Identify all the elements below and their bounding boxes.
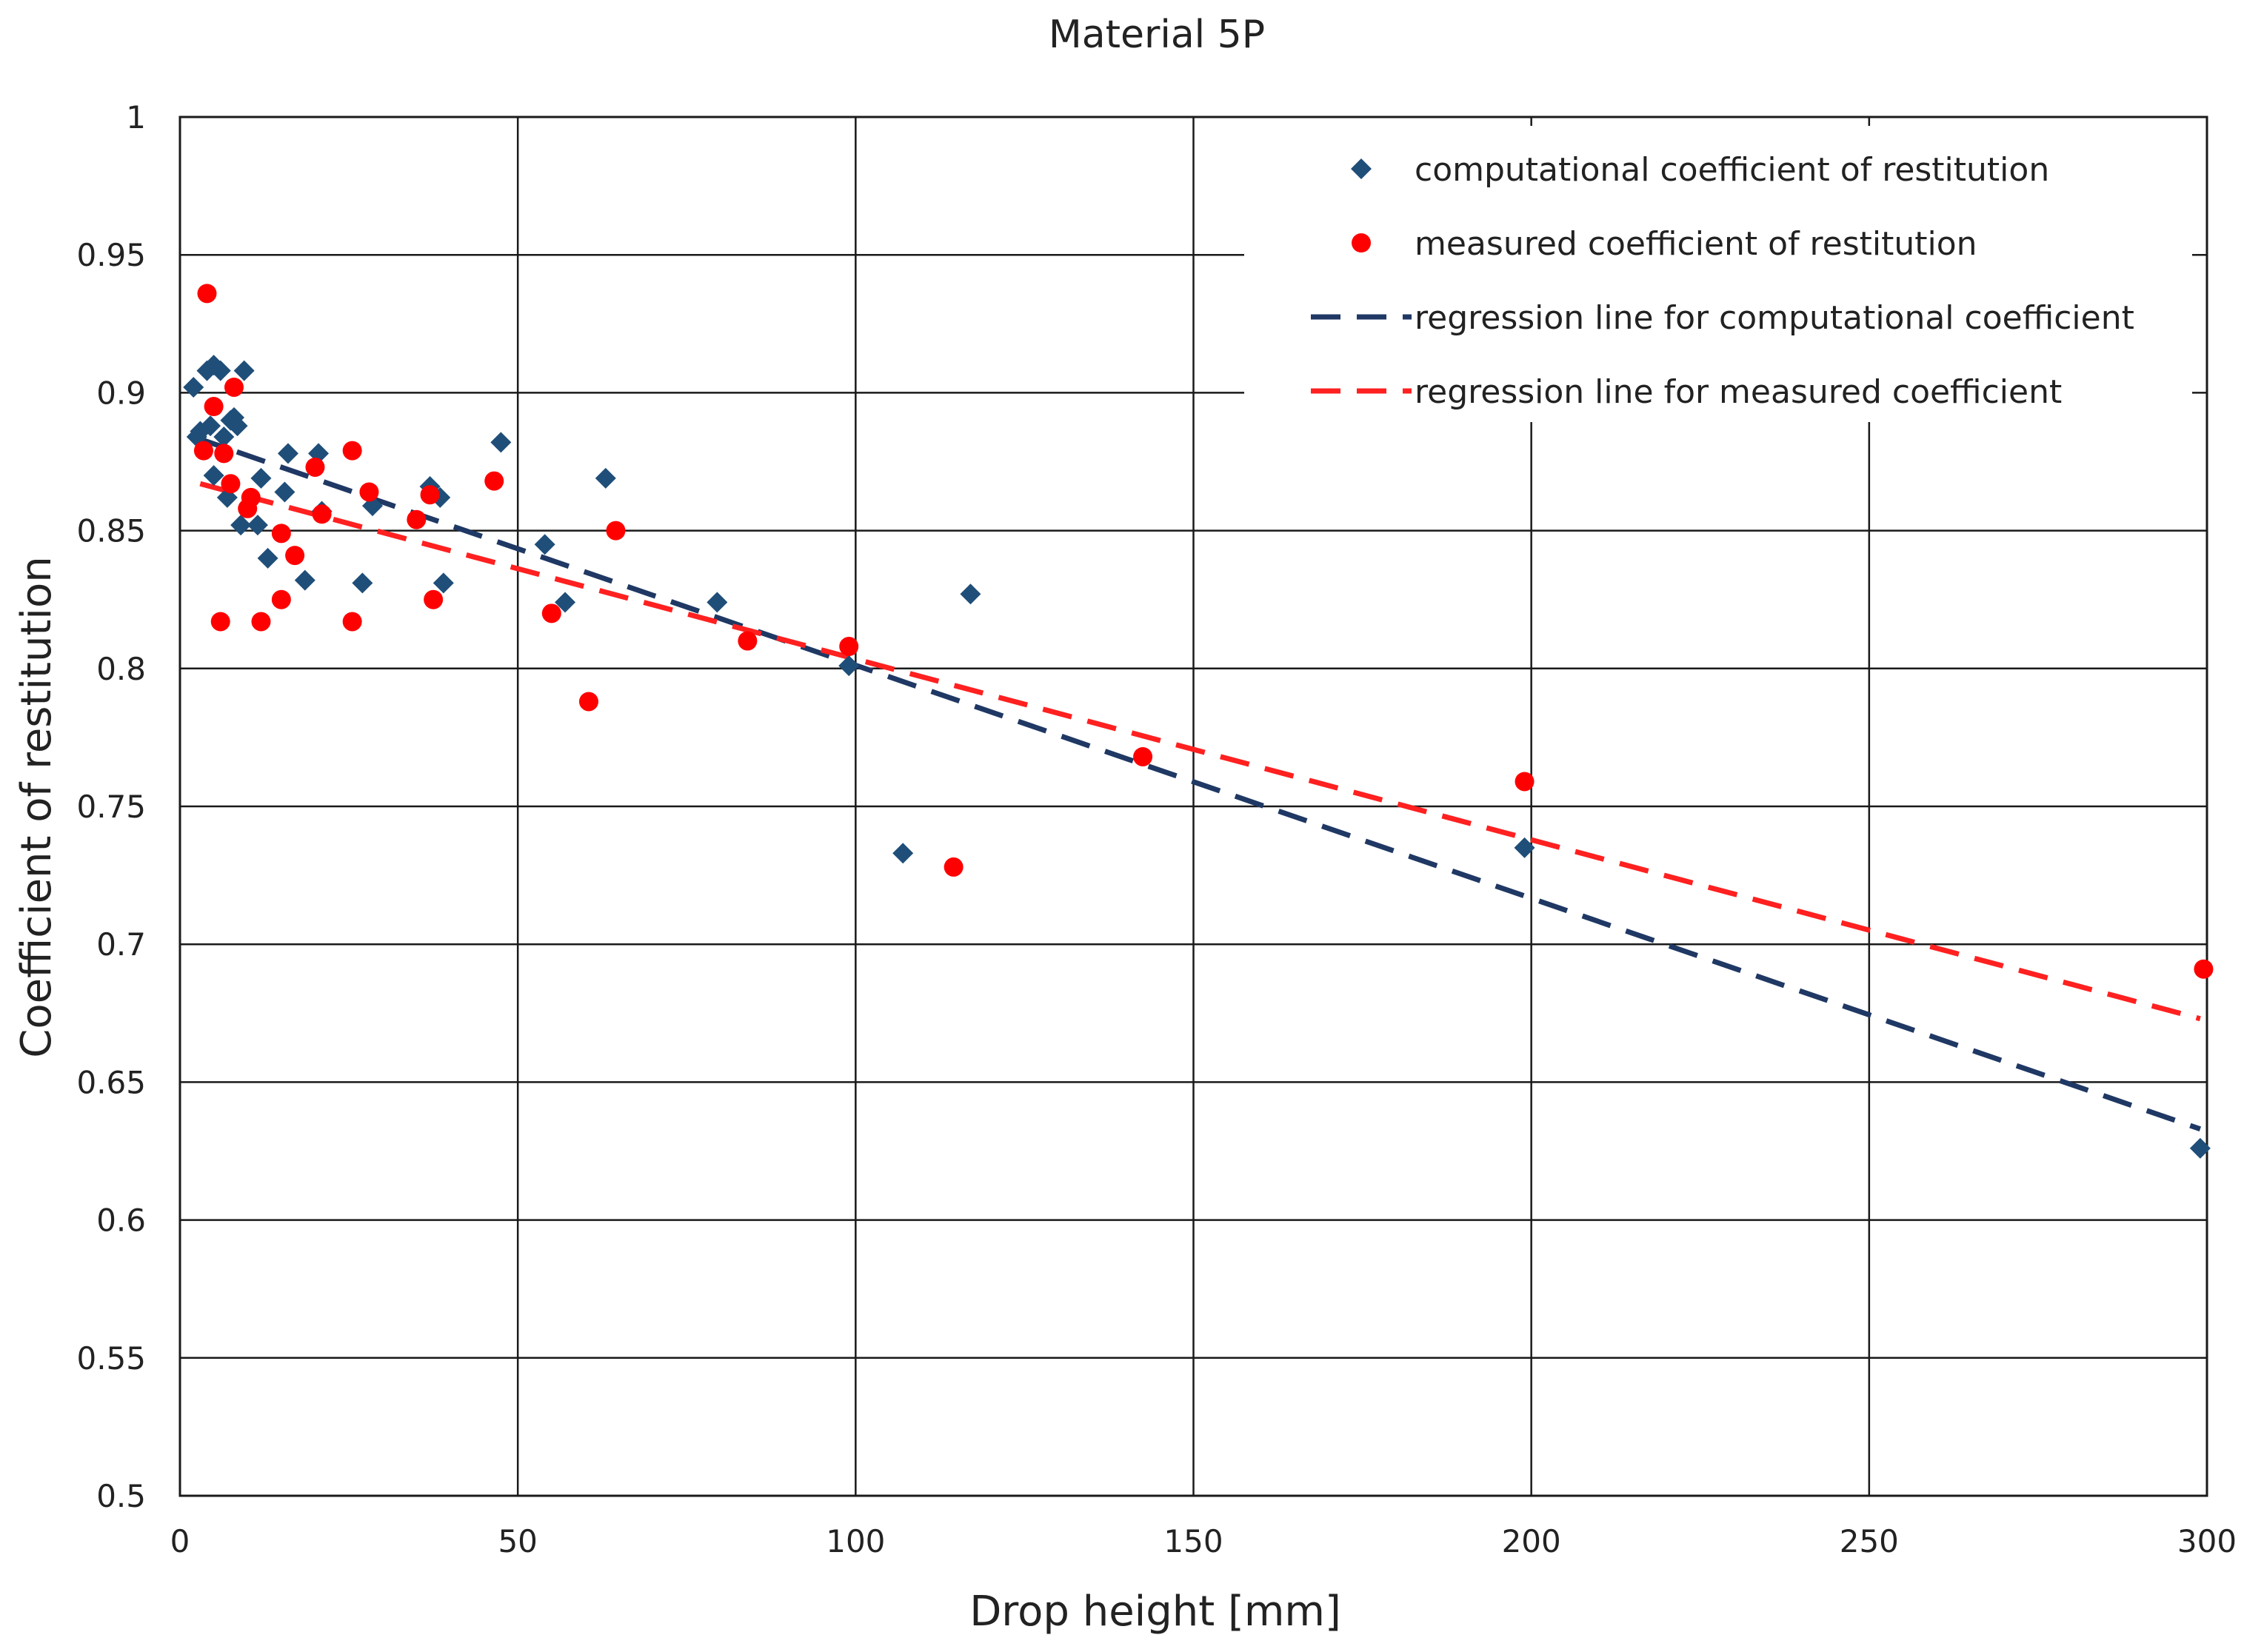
computational-point (433, 572, 454, 594)
measured-point (2194, 959, 2214, 979)
computational-point (203, 465, 224, 486)
x-tick-label: 250 (1840, 1523, 1899, 1559)
measured-point (197, 284, 217, 304)
measured-point (210, 612, 230, 632)
y-tick-label: 0.55 (76, 1340, 146, 1377)
computational-point (555, 592, 576, 613)
computational-point (595, 467, 616, 489)
y-tick-label: 1 (126, 99, 146, 136)
measured-point (1515, 772, 1535, 792)
computational-point (230, 515, 252, 536)
legend-label: computational coefficient of restitution (1415, 151, 2049, 189)
computational-point (490, 432, 512, 453)
x-tick-label: 100 (826, 1523, 885, 1559)
y-tick-label: 0.9 (96, 375, 146, 411)
axes: 0.5 0.55 0.6 0.65 0.7 0.75 0.8 0.85 0.9 0.95 1 0 50 1… (76, 99, 2237, 1559)
measured-point (1133, 746, 1153, 766)
measured-point (285, 546, 305, 566)
computational-point (960, 583, 981, 605)
y-tick-label: 0.5 (96, 1478, 146, 1514)
computational-point (534, 534, 555, 555)
computational-point (200, 415, 221, 437)
measured-point (271, 589, 291, 609)
measured-point (420, 485, 440, 505)
measured-point (424, 589, 444, 609)
computational-point (707, 592, 728, 613)
computational-point (250, 467, 272, 489)
computational-point (352, 572, 373, 594)
x-tick-label: 300 (2177, 1523, 2237, 1559)
measured-point (312, 504, 332, 524)
computational-point (274, 481, 295, 503)
x-axis-title: Drop height [mm] (969, 1588, 1341, 1636)
computational-point (277, 443, 298, 464)
measured-point (224, 377, 244, 397)
measured-point (359, 482, 379, 502)
measured-point (342, 612, 362, 632)
measured-point (944, 857, 964, 877)
measured-point (204, 397, 224, 417)
measured-point (193, 441, 213, 461)
chart-title: Material 5P (1049, 13, 1265, 57)
legend-diamond-icon (1351, 158, 1372, 179)
measured-point (407, 509, 427, 529)
legend: computational coefficient of restitution… (1244, 126, 2192, 422)
x-tick-label: 150 (1163, 1523, 1223, 1559)
y-tick-label: 0.85 (76, 513, 146, 549)
legend-circle-icon (1352, 233, 1371, 253)
plot-frame (178, 116, 2208, 1497)
measured-point (221, 474, 241, 494)
computational-point (183, 376, 204, 398)
x-tick-label: 0 (170, 1523, 190, 1559)
measured-point (214, 444, 234, 464)
legend-label: regression line for measured coefficient (1415, 373, 2062, 411)
y-tick-label: 0.95 (76, 237, 146, 273)
measured-point (541, 603, 561, 623)
legend-box (1244, 126, 2192, 422)
computational-point (294, 569, 315, 591)
measured-point (241, 487, 261, 507)
measured-point (342, 441, 362, 461)
measured-point (606, 521, 626, 541)
regression-line (199, 481, 2201, 1022)
measured-point (578, 692, 598, 712)
x-tick-label: 200 (1502, 1523, 1561, 1559)
measured-point (839, 637, 859, 657)
y-tick-label: 0.7 (96, 926, 146, 963)
y-tick-label: 0.6 (96, 1203, 146, 1239)
y-tick-label: 0.75 (76, 789, 146, 825)
computational-point (257, 547, 278, 569)
computational-point (233, 360, 255, 381)
y-tick-label: 0.8 (96, 651, 146, 687)
computational-point (213, 426, 235, 447)
y-tick-label: 0.65 (76, 1064, 146, 1100)
computational-point (2189, 1137, 2211, 1159)
data-points (183, 284, 2214, 1159)
measured-point (738, 631, 758, 651)
measured-point (251, 612, 271, 632)
computational-point (247, 515, 268, 536)
computational-point (210, 360, 231, 381)
measured-point (305, 457, 325, 477)
x-tick-label: 50 (498, 1523, 537, 1559)
legend-label: regression line for computational coeffi… (1415, 299, 2134, 337)
computational-point (227, 415, 248, 437)
regression-lines (193, 434, 2202, 1132)
measured-point (271, 524, 291, 544)
computational-point (838, 655, 860, 677)
y-axis-title: Coefficient of restitution (13, 556, 61, 1057)
legend-label: measured coefficient of restitution (1415, 225, 1977, 263)
regression-line (193, 434, 2202, 1132)
computational-point (1514, 837, 1535, 858)
computational-point (892, 843, 914, 864)
measured-point (484, 471, 504, 491)
